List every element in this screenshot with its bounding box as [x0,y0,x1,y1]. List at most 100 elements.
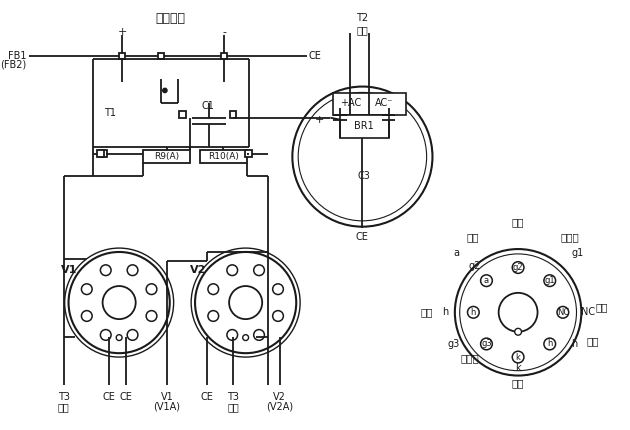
Text: 抑制栅: 抑制栅 [460,353,479,363]
Circle shape [146,284,157,295]
Text: h: h [471,308,476,317]
Text: CE: CE [120,392,132,402]
Circle shape [146,310,157,321]
Text: NC: NC [557,308,569,317]
Circle shape [557,307,569,318]
Text: BR1: BR1 [355,121,374,132]
Circle shape [195,252,296,353]
Text: T2: T2 [357,13,369,24]
Text: T1: T1 [103,108,115,118]
Circle shape [544,275,556,286]
Bar [144,150,190,163]
Text: 阳极: 阳极 [512,378,524,388]
Bar [97,150,104,157]
Text: g2: g2 [513,263,524,272]
Circle shape [481,338,492,350]
Bar [245,150,252,157]
Bar [158,53,164,59]
Circle shape [103,286,135,319]
Text: k: k [515,363,521,373]
Circle shape [127,329,138,340]
Text: +: + [117,27,127,37]
Circle shape [292,86,432,227]
Text: 阳极: 阳极 [466,232,479,243]
Circle shape [116,335,122,341]
Text: T3: T3 [58,392,70,402]
Circle shape [455,249,581,375]
Text: 接扬声器: 接扬声器 [156,12,186,25]
Circle shape [273,310,284,321]
Text: 副边: 副边 [227,402,239,412]
Circle shape [229,286,262,319]
Text: R9(A): R9(A) [154,152,180,161]
Text: +: + [315,115,324,125]
Text: T3: T3 [227,392,239,402]
Text: g3: g3 [447,339,460,350]
Bar [179,111,186,118]
Text: 副边: 副边 [357,25,369,35]
Text: C3: C3 [358,171,371,181]
Circle shape [481,275,492,286]
Circle shape [208,310,219,321]
Bar [100,150,107,157]
Text: NC: NC [581,307,595,317]
Bar [200,150,246,163]
Circle shape [81,284,92,295]
Text: g2: g2 [468,261,481,270]
Text: (V1A): (V1A) [153,402,180,412]
Circle shape [81,310,92,321]
Bar [221,53,227,59]
Circle shape [544,338,556,350]
Text: k: k [516,353,520,362]
Text: 热子: 热子 [586,337,598,347]
Text: R10(A): R10(A) [208,152,239,161]
Circle shape [512,262,524,273]
Text: +AC: +AC [340,98,361,108]
Text: h: h [442,307,448,317]
Circle shape [243,335,249,341]
Bar [340,115,389,138]
Text: 热子: 热子 [421,307,433,317]
Circle shape [512,351,524,363]
Text: CE: CE [103,392,116,402]
Text: 空脚: 空脚 [596,302,609,313]
Text: CE: CE [309,52,322,61]
Text: V1: V1 [60,265,77,276]
Text: FB1: FB1 [8,52,26,61]
Text: (FB2): (FB2) [1,59,26,69]
Circle shape [65,248,174,357]
Circle shape [69,252,169,353]
Text: V2: V2 [190,265,207,276]
Bar [119,53,125,59]
Text: C1: C1 [202,101,215,111]
Text: V1: V1 [161,392,173,402]
Text: 副边: 副边 [58,402,69,412]
Text: CE: CE [200,392,213,402]
Circle shape [227,329,238,340]
Text: g3: g3 [481,339,492,348]
Text: CE: CE [356,232,369,243]
Text: 控制栅: 控制栅 [560,232,579,243]
Circle shape [515,329,522,335]
Circle shape [163,89,167,92]
Text: g1: g1 [571,248,584,258]
Text: g1: g1 [544,276,555,285]
Text: a: a [454,248,460,258]
Circle shape [100,329,111,340]
Circle shape [254,265,265,276]
Circle shape [467,307,479,318]
Text: -: - [222,27,226,37]
Circle shape [208,284,219,295]
Bar [333,93,406,115]
Circle shape [273,284,284,295]
Text: 屏栅: 屏栅 [512,217,524,227]
Text: h: h [571,339,578,350]
Circle shape [254,329,265,340]
Circle shape [127,265,138,276]
Text: h: h [547,339,553,348]
Bar [229,111,236,118]
Text: AC⁻: AC⁻ [375,98,393,108]
Circle shape [191,248,300,357]
Circle shape [460,254,576,371]
Circle shape [298,92,427,221]
